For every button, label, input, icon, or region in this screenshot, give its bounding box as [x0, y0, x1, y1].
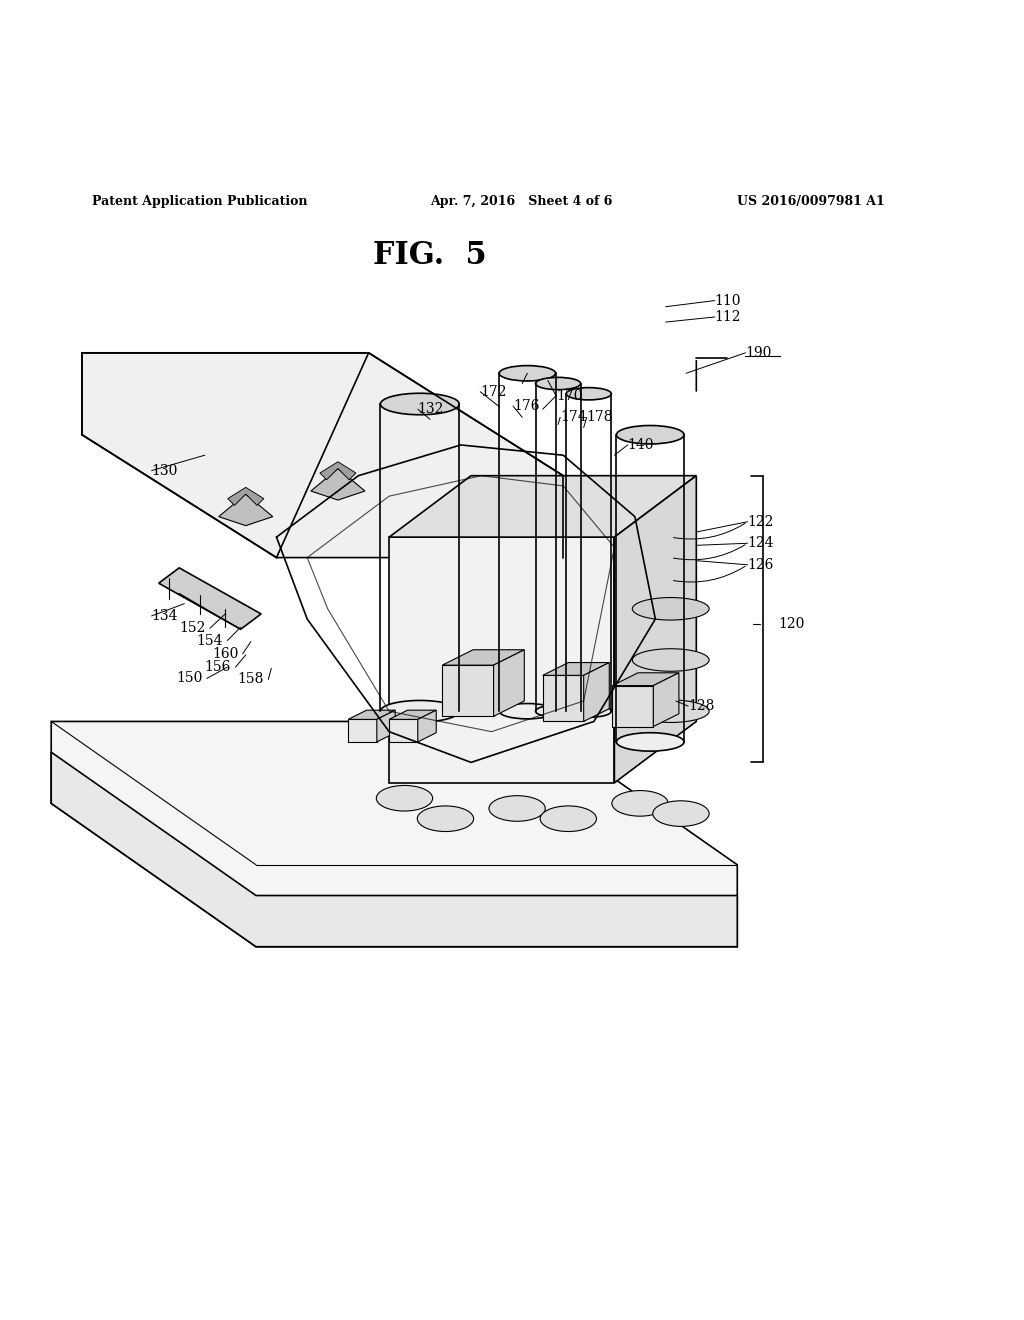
Ellipse shape	[633, 700, 709, 722]
Polygon shape	[51, 752, 737, 946]
Text: Apr. 7, 2016   Sheet 4 of 6: Apr. 7, 2016 Sheet 4 of 6	[430, 195, 612, 207]
Text: 150: 150	[176, 672, 203, 685]
Polygon shape	[614, 475, 696, 783]
Text: US 2016/0097981 A1: US 2016/0097981 A1	[737, 195, 885, 207]
Text: 110: 110	[715, 293, 741, 308]
Text: 130: 130	[152, 463, 178, 478]
Ellipse shape	[376, 785, 433, 810]
Text: FIG.  5: FIG. 5	[374, 240, 486, 271]
Text: 140: 140	[628, 438, 654, 451]
Ellipse shape	[566, 705, 611, 717]
Ellipse shape	[489, 796, 545, 821]
Polygon shape	[227, 487, 264, 506]
Text: 152: 152	[179, 622, 206, 635]
Text: 124: 124	[748, 536, 774, 550]
Text: 178: 178	[587, 411, 613, 424]
Text: 156: 156	[205, 660, 231, 675]
Polygon shape	[377, 710, 395, 742]
Ellipse shape	[380, 701, 460, 722]
Ellipse shape	[418, 807, 473, 832]
Polygon shape	[219, 494, 272, 525]
Text: 134: 134	[152, 609, 178, 623]
Polygon shape	[389, 719, 418, 742]
Polygon shape	[612, 673, 679, 685]
Text: 132: 132	[418, 403, 444, 416]
Polygon shape	[442, 649, 524, 665]
Ellipse shape	[616, 733, 684, 751]
Ellipse shape	[566, 388, 611, 400]
Ellipse shape	[633, 648, 709, 672]
Text: Patent Application Publication: Patent Application Publication	[92, 195, 307, 207]
Polygon shape	[51, 722, 737, 946]
Polygon shape	[389, 537, 614, 783]
Ellipse shape	[536, 705, 581, 717]
Ellipse shape	[612, 791, 668, 816]
Polygon shape	[418, 710, 436, 742]
Polygon shape	[82, 352, 563, 557]
Text: 170: 170	[556, 389, 583, 403]
Polygon shape	[389, 475, 696, 537]
Ellipse shape	[541, 807, 596, 832]
Ellipse shape	[653, 801, 709, 826]
Text: 174: 174	[560, 411, 587, 424]
Ellipse shape	[500, 366, 555, 381]
Polygon shape	[389, 710, 436, 719]
Polygon shape	[612, 685, 653, 726]
Polygon shape	[159, 568, 261, 630]
Polygon shape	[494, 649, 524, 717]
Polygon shape	[543, 676, 584, 722]
Polygon shape	[348, 710, 395, 719]
Text: 154: 154	[197, 634, 223, 648]
Text: 172: 172	[480, 384, 507, 399]
Ellipse shape	[380, 393, 460, 414]
Ellipse shape	[500, 704, 555, 719]
Text: 128: 128	[688, 700, 715, 713]
Text: 160: 160	[212, 647, 239, 661]
Text: 190: 190	[745, 346, 772, 360]
Ellipse shape	[536, 378, 581, 389]
Polygon shape	[348, 719, 377, 742]
Ellipse shape	[616, 425, 684, 444]
Polygon shape	[311, 469, 365, 500]
Text: 158: 158	[238, 672, 264, 686]
Ellipse shape	[633, 598, 709, 620]
Polygon shape	[653, 673, 679, 726]
Text: 112: 112	[715, 310, 741, 323]
Polygon shape	[584, 663, 609, 722]
Polygon shape	[442, 665, 494, 717]
Polygon shape	[319, 462, 356, 479]
Polygon shape	[543, 663, 609, 676]
Text: 122: 122	[748, 515, 774, 529]
Text: 176: 176	[513, 399, 540, 413]
Text: 120: 120	[778, 618, 805, 631]
Text: 126: 126	[748, 558, 774, 572]
